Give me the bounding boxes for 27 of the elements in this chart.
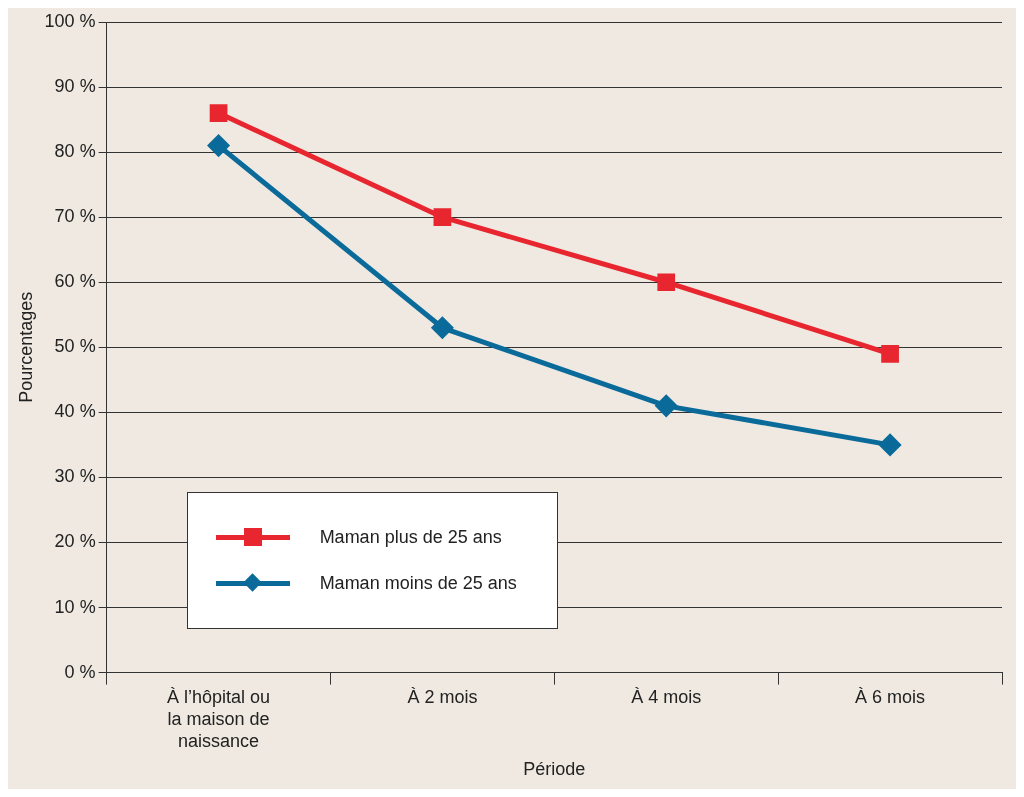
point: [657, 273, 676, 292]
x-tick-label: À 4 mois: [631, 687, 702, 708]
point: [881, 344, 899, 363]
point: [879, 434, 901, 456]
point: [655, 395, 677, 417]
y-tick-label: 0 %: [64, 661, 96, 682]
point: [433, 208, 452, 227]
y-tick-label: 70 %: [54, 206, 96, 227]
y-tick-label: 60 %: [54, 271, 96, 292]
legend-label: Maman plus de 25 ans: [319, 526, 502, 548]
y-tick-label: 30 %: [54, 466, 96, 487]
y-tick-label: 90 %: [54, 76, 96, 97]
legend-label: Maman moins de 25 ans: [319, 572, 517, 594]
y-tick-label: 10 %: [54, 596, 96, 617]
y-tick-label: 80 %: [54, 141, 96, 162]
x-axis-title: Période: [523, 759, 586, 780]
y-tick-label: 20 %: [54, 531, 96, 552]
point: [208, 135, 230, 157]
point: [431, 317, 453, 339]
point: [209, 104, 228, 122]
y-tick-label: 50 %: [54, 336, 96, 357]
y-tick-label: 40 %: [54, 401, 96, 422]
x-tick-label: À 6 mois: [855, 687, 926, 708]
y-axis-title: Pourcentages: [15, 291, 36, 403]
y-tick-label: 100 %: [44, 10, 96, 31]
x-tick-label: À l’hôpital ou la maison de naissance: [167, 687, 271, 751]
x-tick-label: À 2 mois: [407, 687, 478, 708]
